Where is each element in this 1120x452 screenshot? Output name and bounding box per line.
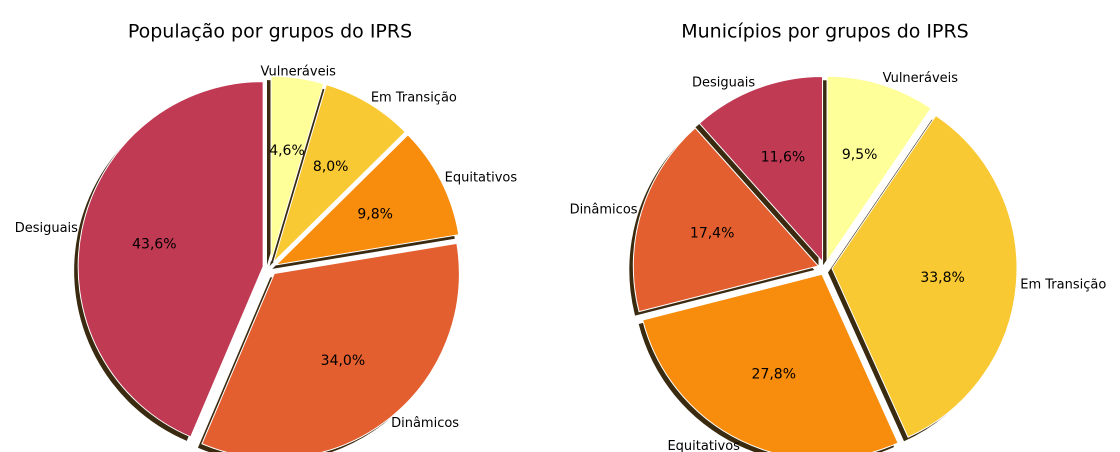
slice [77, 81, 264, 438]
value-label: 17,4% [690, 226, 734, 242]
value-label: 34,0% [321, 353, 365, 369]
value-label: 33,8% [920, 270, 964, 286]
slice [698, 75, 824, 263]
chart-title: População por grupos do IPRS [128, 21, 412, 43]
slice [201, 242, 460, 452]
value-label: 9,5% [842, 147, 878, 163]
slice-label: Em Transição [371, 91, 457, 106]
value-label: 4,6% [269, 143, 305, 159]
slice-label: Desiguais [692, 75, 755, 90]
slice-label: Vulneráveis [883, 71, 959, 86]
slice-label: Vulneráveis [260, 65, 336, 80]
slice [831, 114, 1018, 438]
slice [270, 75, 325, 262]
value-label: 8,0% [313, 159, 349, 175]
slice [274, 134, 460, 266]
value-label: 9,8% [357, 206, 393, 222]
value-label: 43,6% [132, 236, 176, 252]
slice [273, 84, 406, 263]
value-label: 27,8% [752, 366, 796, 382]
slice-label: Desiguais [15, 221, 78, 236]
chart-title: Municípios por grupos do IPRS [681, 21, 969, 43]
slice-label: Equitativos [445, 171, 518, 186]
value-label: 11,6% [761, 150, 805, 166]
slice-label: Equitativos [667, 439, 740, 452]
slice [632, 127, 820, 313]
slice-label: Dinâmicos [570, 203, 638, 218]
slice-label: Em Transição [1020, 278, 1106, 293]
slice-label: Dinâmicos [391, 416, 459, 431]
slice [642, 273, 899, 452]
slice [826, 75, 932, 263]
